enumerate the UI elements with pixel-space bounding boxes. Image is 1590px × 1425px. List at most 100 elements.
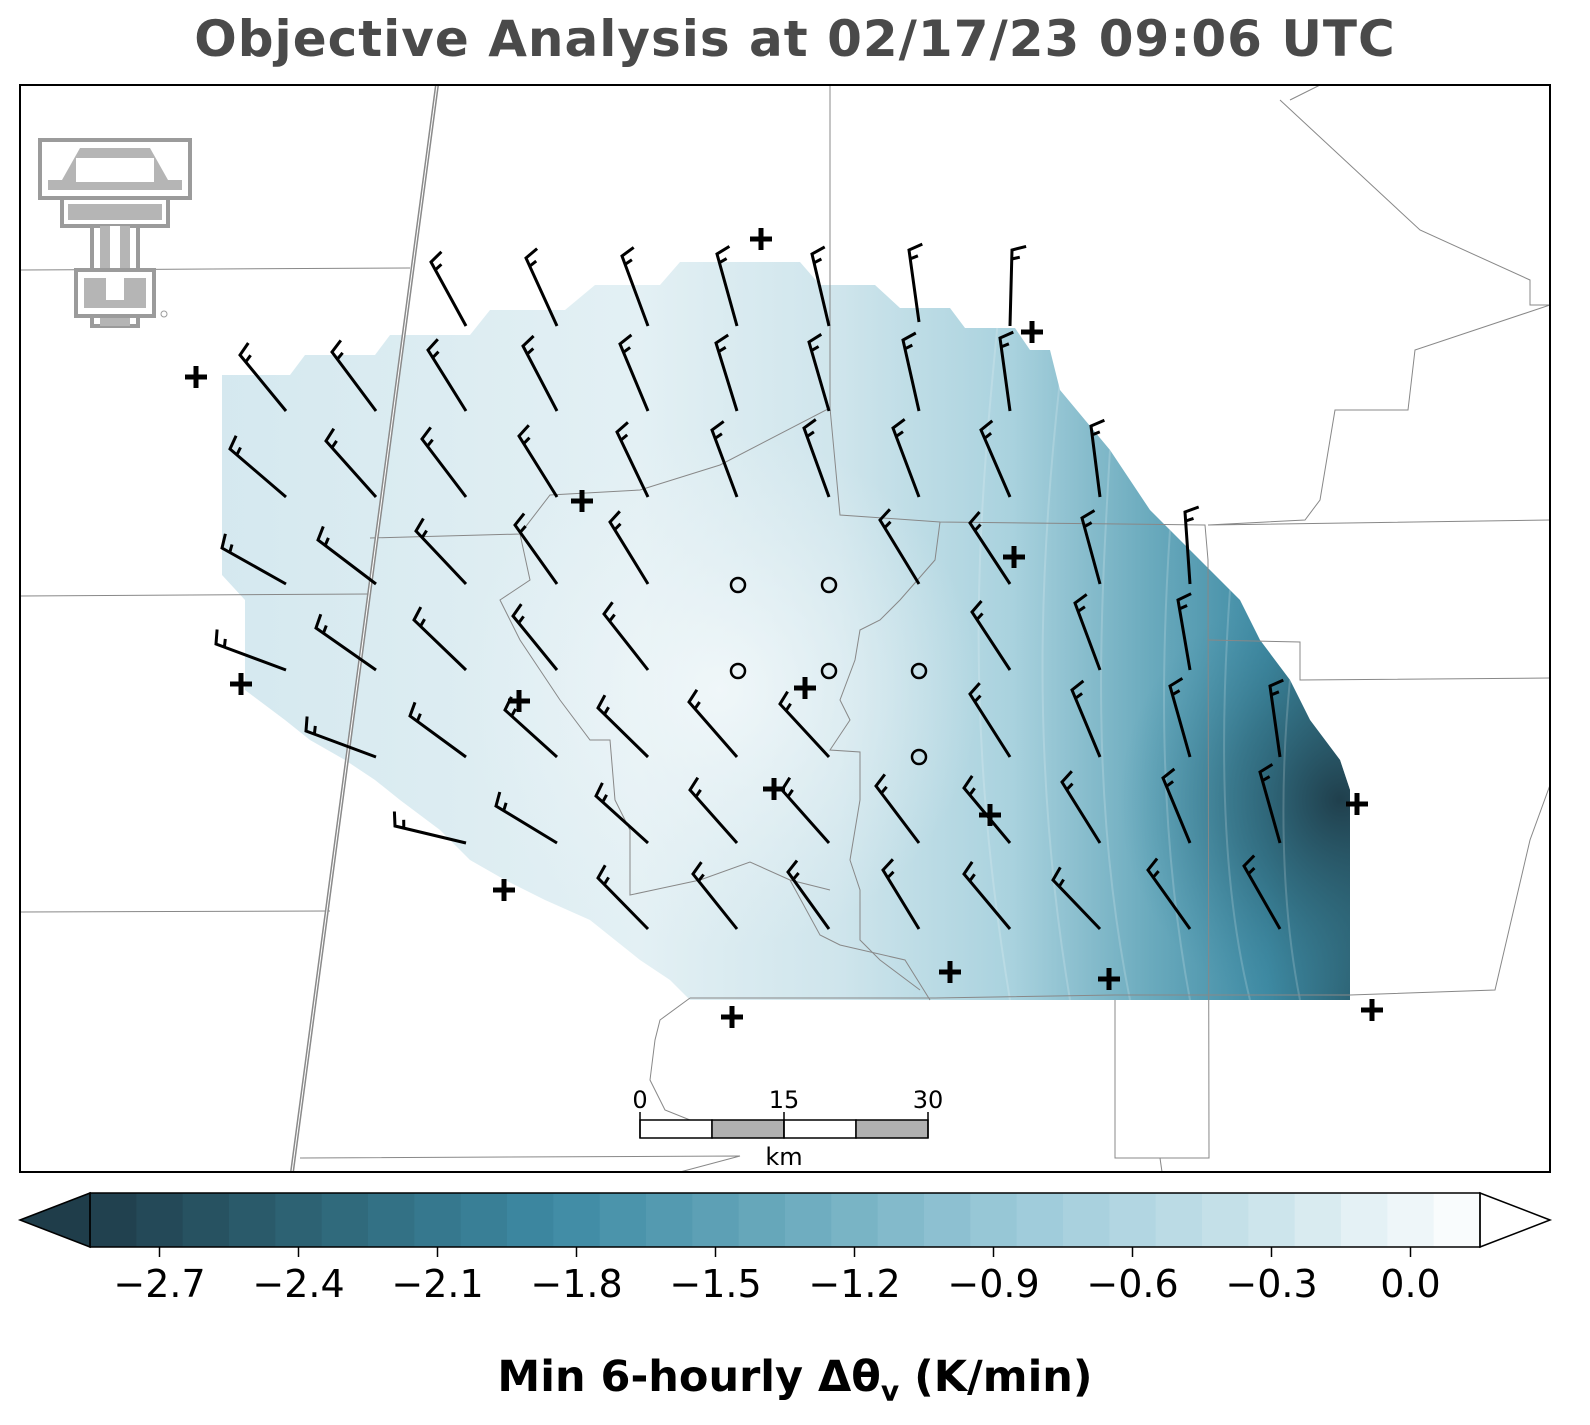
- colorbar-segment: [924, 1193, 971, 1247]
- colorbar-segment: [1341, 1193, 1388, 1247]
- wind-barb: [1051, 866, 1102, 931]
- colorbar-segment: [414, 1193, 462, 1247]
- wind-barb: [392, 811, 467, 845]
- wind-barb: [314, 613, 377, 672]
- colorbar-label: Min 6-hourly Δθv (K/min): [0, 1352, 1590, 1408]
- colorbar-extend-low: [17, 1191, 91, 1249]
- wind-barb: [414, 517, 468, 586]
- wind-barb: [1070, 679, 1102, 758]
- wind-barb: [962, 861, 1012, 930]
- colorbar-segment: [1387, 1193, 1435, 1247]
- wind-barb: [714, 333, 739, 412]
- wind-barb: [1146, 857, 1192, 930]
- colorbar-tick-label: −0.3: [1225, 1262, 1317, 1306]
- station-plus-marker: [750, 228, 772, 250]
- wind-barb: [874, 773, 921, 844]
- colorbar-tick-label: −0.9: [947, 1262, 1039, 1306]
- wind-barb: [968, 682, 1012, 758]
- scale-tick-15: 15: [769, 1086, 800, 1114]
- wind-barb: [214, 629, 287, 672]
- colorbar-segment: [136, 1193, 184, 1247]
- wind-barb: [596, 864, 650, 931]
- colorbar-segment: [275, 1193, 323, 1247]
- wind-barb: [807, 333, 831, 412]
- wind-barb: [1073, 593, 1102, 671]
- wind-barb: [715, 245, 739, 327]
- wind-barb: [608, 510, 650, 585]
- wind-barb: [596, 694, 650, 759]
- wind-barb: [429, 250, 468, 327]
- colorbar-segment: [831, 1193, 879, 1247]
- station-circle-marker: [910, 662, 928, 680]
- colorbar-tick-label: −2.1: [391, 1262, 483, 1306]
- station-plus-marker: [1098, 968, 1120, 990]
- station-circle-marker: [820, 576, 838, 594]
- station-plus-marker: [185, 366, 207, 388]
- wind-barb: [901, 331, 921, 412]
- station-circle-marker: [729, 576, 747, 594]
- colorbar-tick-label: 0.0: [1380, 1262, 1440, 1306]
- colorbar-segment: [1202, 1193, 1249, 1247]
- wind-barb: [220, 533, 287, 586]
- wind-barb: [426, 338, 468, 412]
- scale-unit: km: [765, 1143, 802, 1171]
- colorbar-outline: [89, 1192, 1481, 1248]
- colorbar-segment: [599, 1193, 647, 1247]
- station-plus-marker: [1021, 321, 1043, 343]
- wind-barb: [1008, 244, 1027, 327]
- wind-barb: [238, 342, 288, 412]
- wind-barb: [1176, 592, 1192, 671]
- colorbar-extend-high: [1479, 1191, 1553, 1249]
- station-plus-markers: [185, 228, 1383, 1028]
- wind-barb: [412, 606, 468, 672]
- station-plus-marker: [1346, 793, 1368, 815]
- colorbar-segment: [368, 1193, 415, 1247]
- colorbar-segment: [1433, 1193, 1481, 1247]
- wind-barb: [688, 776, 739, 844]
- station-plus-marker: [571, 490, 593, 512]
- colorbar-segment: [1155, 1193, 1203, 1247]
- station-plus-marker: [794, 677, 816, 699]
- colorbar-label-suffix: (K/min): [899, 1352, 1093, 1402]
- wind-barb: [691, 861, 739, 930]
- station-circle-marker: [729, 662, 747, 680]
- station-plus-marker: [939, 961, 961, 983]
- wind-barb: [420, 426, 468, 498]
- station-circle-markers: [729, 576, 928, 766]
- station-plus-marker: [230, 673, 252, 695]
- scale-bar: 0 15 30 km: [632, 1086, 943, 1171]
- colorbar-tick-label: −1.5: [669, 1262, 761, 1306]
- map-title: Objective Analysis at 02/17/23 09:06 UTC: [194, 10, 1396, 68]
- wind-barb: [970, 600, 1012, 671]
- station-plus-marker: [1003, 546, 1025, 568]
- colorbar-segment: [1063, 1193, 1110, 1247]
- wind-barb: [998, 330, 1014, 412]
- station-plus-marker: [508, 690, 530, 712]
- station-plus-marker: [493, 879, 515, 901]
- wind-barb: [1258, 763, 1282, 844]
- colorbar-segment: [182, 1193, 230, 1247]
- wind-barb: [615, 421, 650, 498]
- wind-barb: [524, 247, 559, 327]
- wind-barb: [979, 419, 1012, 498]
- wind-barbs: [214, 242, 1284, 931]
- wind-barb: [1268, 678, 1284, 758]
- colorbar-segments: [90, 1193, 1481, 1247]
- colorbar-label-prefix: Min 6-hourly Δθ: [497, 1352, 881, 1402]
- wind-barb: [778, 690, 831, 759]
- wind-barb: [1089, 418, 1105, 498]
- wind-barb: [810, 245, 831, 327]
- wind-barb: [304, 716, 377, 759]
- colorbar-segment: [553, 1193, 601, 1247]
- station-plus-marker: [721, 1006, 743, 1028]
- scale-tick-0: 0: [632, 1086, 647, 1114]
- colorbar-segment: [1294, 1193, 1342, 1247]
- wind-barb: [517, 424, 559, 498]
- wind-barb: [602, 601, 650, 671]
- wind-barb: [618, 333, 650, 412]
- wind-barb: [962, 775, 1012, 844]
- wind-barb: [1242, 854, 1282, 930]
- station-plus-marker: [979, 804, 1001, 826]
